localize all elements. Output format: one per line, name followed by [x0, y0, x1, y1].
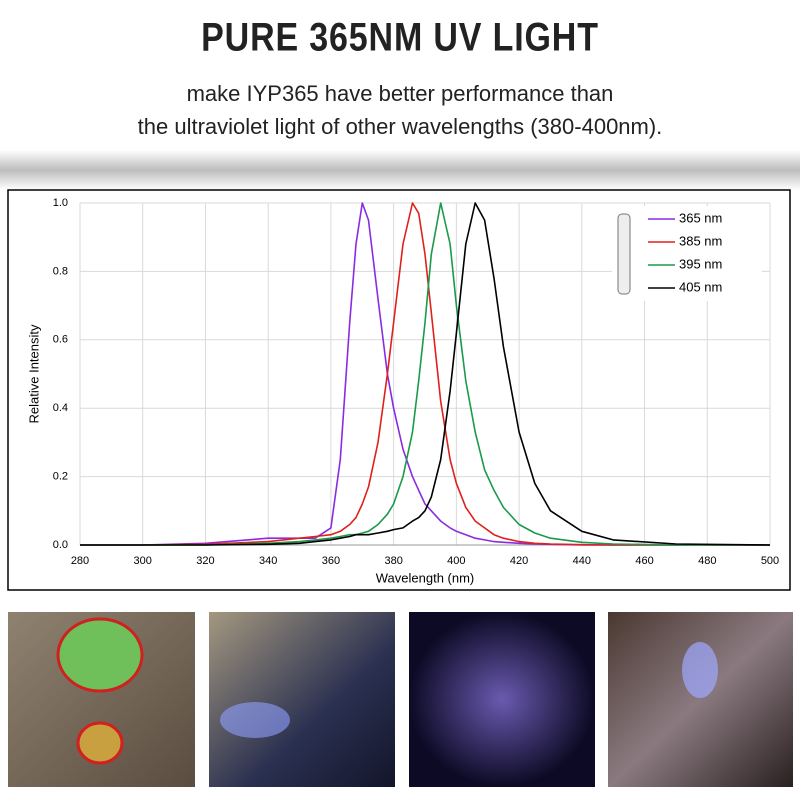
line-series — [80, 202, 770, 546]
photo — [409, 612, 595, 787]
legend-label: 385 nm — [679, 233, 722, 248]
divider — [0, 150, 800, 190]
subtitle: the ultraviolet light of other wavelengt… — [138, 114, 663, 139]
y-tick-label: 1.0 — [53, 197, 68, 209]
x-tick-label: 460 — [635, 555, 653, 567]
y-tick-label: 0.2 — [53, 471, 68, 483]
x-tick-label: 420 — [510, 555, 528, 567]
x-axis-label: Wavelength (nm) — [376, 570, 475, 585]
photo-detail — [56, 617, 144, 693]
legend-label: 405 nm — [679, 279, 722, 294]
title: PURE 365NM UV LIGHT — [201, 14, 599, 59]
photo-detail — [682, 642, 718, 698]
y-tick-label: 0.6 — [53, 334, 68, 346]
x-tick-label: 400 — [447, 555, 465, 567]
y-tick-label: 0.0 — [53, 539, 68, 551]
x-tick-label: 440 — [573, 555, 591, 567]
x-tick-label: 300 — [134, 555, 152, 567]
photo-detail — [76, 721, 124, 765]
line-series — [80, 202, 770, 546]
subtitle: make IYP365 have better performance than — [187, 81, 614, 106]
x-tick-label: 380 — [384, 555, 402, 567]
legend-label: 365 nm — [679, 210, 722, 225]
line-series — [80, 202, 771, 546]
plot: 0.0 0.2 0.4 0.6 0.8 1.0 280 300 320 340 360 380 400 4… — [26, 197, 779, 586]
legend-icon — [617, 213, 631, 295]
legend-label: 395 nm — [679, 256, 722, 271]
x-tick-label: 500 — [761, 555, 779, 567]
line-series — [80, 202, 770, 546]
y-tick-label: 0.8 — [53, 265, 68, 277]
y-tick-label: 0.4 — [53, 402, 68, 414]
x-tick-label: 280 — [71, 555, 89, 567]
x-tick-label: 340 — [259, 555, 277, 567]
photo — [608, 612, 793, 787]
y-axis-label: Relative Intensity — [26, 324, 41, 423]
photo-detail — [220, 702, 290, 738]
photo — [209, 612, 395, 787]
legend-box — [612, 206, 762, 301]
x-tick-label: 360 — [322, 555, 340, 567]
x-tick-label: 320 — [196, 555, 214, 567]
x-tick-label: 480 — [698, 555, 716, 567]
